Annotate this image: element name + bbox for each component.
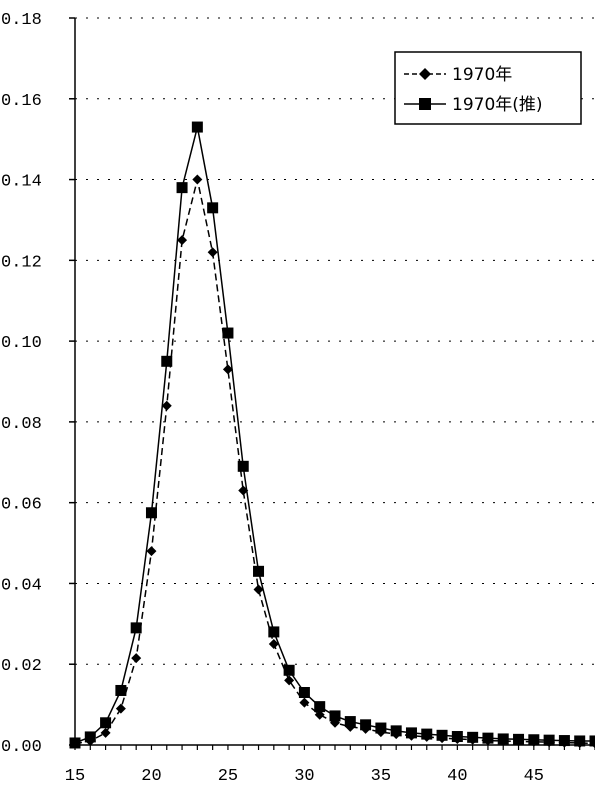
data-point-diamond — [253, 584, 264, 595]
data-point-diamond — [284, 675, 295, 686]
data-point-square — [69, 737, 81, 749]
data-point-diamond — [192, 174, 203, 185]
data-point-square — [574, 735, 586, 747]
data-point-square — [375, 722, 387, 734]
data-point-diamond — [161, 400, 172, 411]
data-point-square — [390, 725, 402, 737]
series-line — [74, 126, 595, 744]
x-tick-label: 25 — [218, 767, 238, 786]
data-point-square — [543, 734, 555, 746]
data-point-square — [100, 717, 112, 729]
data-point-square — [314, 701, 326, 713]
legend-label-1: 1970年 — [452, 65, 512, 85]
data-point-square — [283, 664, 295, 676]
data-point-square — [176, 182, 188, 194]
data-point-square — [405, 727, 417, 739]
legend: 1970年 1970年(推) — [394, 51, 582, 125]
y-tick-label: 0.18 — [1, 11, 42, 30]
data-point-square — [467, 731, 479, 743]
data-point-diamond — [299, 697, 310, 708]
series-estimated — [69, 121, 595, 749]
data-point-diamond — [314, 709, 325, 720]
y-tick-label: 0.02 — [1, 657, 42, 676]
legend-label-2: 1970年(推) — [452, 95, 543, 115]
data-point-square — [222, 327, 234, 339]
data-point-diamond — [222, 364, 233, 375]
data-point-square — [482, 732, 494, 744]
series-layer — [69, 121, 595, 749]
legend-entry-2: 1970年(推) — [404, 95, 543, 115]
data-point-square — [589, 735, 595, 747]
data-point-diamond — [100, 727, 111, 738]
data-point-square — [451, 731, 463, 743]
series-line — [74, 179, 595, 745]
data-point-square — [207, 202, 219, 214]
data-point-square — [145, 507, 157, 519]
data-point-square — [558, 735, 570, 747]
data-point-square — [329, 710, 341, 722]
x-tick-label: 30 — [294, 767, 314, 786]
x-tick-label: 40 — [447, 767, 467, 786]
y-tick-label: 0.12 — [1, 253, 42, 272]
data-point-diamond — [177, 235, 188, 246]
data-point-square — [528, 734, 540, 746]
data-point-square — [161, 355, 173, 367]
y-tick-label: 0.14 — [1, 173, 42, 192]
y-tick-label: 0.06 — [1, 496, 42, 515]
data-point-diamond — [146, 546, 157, 557]
data-point-diamond — [207, 247, 218, 258]
y-tick-label: 0.10 — [1, 334, 42, 353]
data-point-square — [513, 733, 525, 745]
legend-entry-1: 1970年 — [404, 65, 512, 85]
x-axis-ticks: 15 20 25 30 35 40 45 — [65, 745, 595, 786]
data-point-square — [436, 729, 448, 741]
x-tick-label: 45 — [524, 767, 544, 786]
data-point-square — [84, 731, 96, 743]
data-point-square — [421, 728, 433, 740]
data-point-square — [253, 565, 265, 577]
data-point-diamond — [115, 703, 126, 714]
y-axis-ticks: 0.00 0.02 0.04 0.06 0.08 0.10 0.12 0.14 0.16 0.18 — [1, 11, 75, 757]
data-point-square — [497, 733, 509, 745]
data-point-square — [191, 121, 203, 133]
legend-square-marker — [419, 98, 431, 110]
y-tick-label: 0.16 — [1, 92, 42, 111]
data-point-square — [268, 626, 280, 638]
y-tick-label: 0.04 — [1, 576, 42, 595]
x-tick-label: 35 — [371, 767, 391, 786]
data-point-square — [130, 622, 142, 634]
data-point-diamond — [268, 639, 279, 650]
x-tick-label: 15 — [65, 767, 85, 786]
legend-diamond-marker — [419, 68, 431, 80]
data-point-square — [237, 460, 249, 472]
legend-box — [394, 51, 582, 125]
data-point-diamond — [131, 653, 142, 664]
data-point-square — [344, 716, 356, 728]
data-point-square — [298, 686, 310, 698]
y-tick-label: 0.08 — [1, 415, 42, 434]
x-tick-label: 20 — [141, 767, 161, 786]
data-point-square — [360, 719, 372, 731]
data-point-square — [115, 684, 127, 696]
axes — [74, 18, 595, 746]
y-tick-label: 0.00 — [1, 738, 42, 757]
